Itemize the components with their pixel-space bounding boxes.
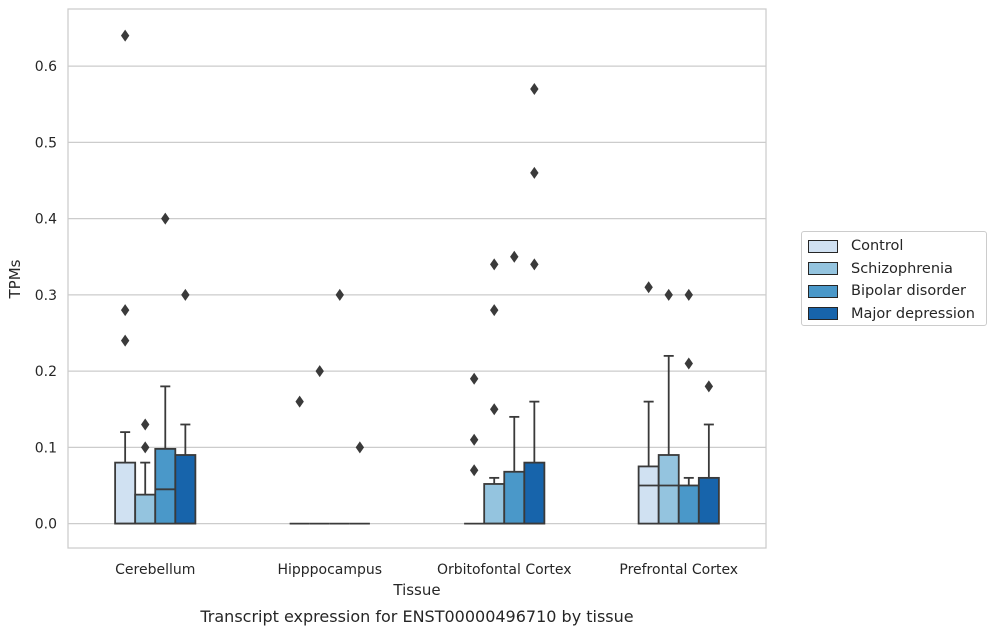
x-tick-label: Orbitofontal Cortex xyxy=(437,562,572,578)
box-group xyxy=(637,281,660,525)
outlier-point xyxy=(684,288,693,301)
box xyxy=(154,447,177,525)
y-tick-label: 0.5 xyxy=(35,135,57,151)
y-tick-label: 0.3 xyxy=(35,288,57,304)
outlier-point xyxy=(355,441,365,454)
y-tick-label: 0.0 xyxy=(35,517,57,533)
outlier-point xyxy=(530,83,539,96)
legend-item: Schizophrenia xyxy=(808,258,986,281)
outlier-point xyxy=(141,441,150,454)
outlier-point xyxy=(120,304,130,317)
legend-swatch-schizophrenia xyxy=(808,262,838,276)
box xyxy=(174,454,197,525)
y-tick-label: 0.2 xyxy=(35,364,57,380)
box xyxy=(523,461,546,525)
box-group xyxy=(483,258,506,525)
legend-label: Control xyxy=(851,238,904,255)
box xyxy=(134,493,157,525)
outlier-point xyxy=(530,258,539,271)
outlier-point xyxy=(181,288,190,301)
outlier-point xyxy=(161,212,170,225)
x-axis-label: Tissue xyxy=(392,581,440,599)
outlier-point xyxy=(469,372,479,385)
box xyxy=(697,476,720,525)
box-group xyxy=(114,29,137,525)
x-axis-ticks: Cerebellum Hipppocampus Orbitofontal Corte… xyxy=(115,562,738,578)
legend-item: Bipolar disorder xyxy=(808,280,986,303)
y-tick-label: 0.6 xyxy=(35,59,57,75)
outlier-point xyxy=(141,418,150,431)
box-group xyxy=(464,372,485,525)
box-group xyxy=(523,83,546,525)
box-group xyxy=(349,441,370,525)
outlier-point xyxy=(530,166,539,179)
box-group xyxy=(657,288,680,525)
legend-swatch-control xyxy=(808,239,838,253)
legend: Control Schizophrenia Bipolar disorder M… xyxy=(801,231,987,326)
box xyxy=(657,454,680,525)
outlier-point xyxy=(490,258,499,271)
outlier-point xyxy=(704,380,714,393)
legend-swatch-bipolar-disorder xyxy=(808,284,838,298)
box-group xyxy=(134,418,157,525)
box-group xyxy=(503,250,526,525)
legend-label: Schizophrenia xyxy=(851,260,953,277)
legend-item: Major depression xyxy=(808,303,986,326)
y-axis-label: TPMs xyxy=(6,259,24,299)
outlier-point xyxy=(510,250,519,263)
box xyxy=(503,470,526,525)
box xyxy=(114,461,137,525)
y-tick-label: 0.4 xyxy=(35,212,57,228)
box-group xyxy=(289,395,310,525)
outlier-point xyxy=(490,403,499,416)
box-group xyxy=(677,288,700,525)
y-axis-ticks: 0.0 0.1 0.2 0.3 0.4 0.5 0.6 xyxy=(35,59,57,532)
outlier-point xyxy=(664,288,673,301)
box-group xyxy=(174,288,197,525)
boxes xyxy=(114,29,720,525)
box xyxy=(677,484,700,525)
box xyxy=(637,465,660,525)
legend-swatch-major-depression xyxy=(808,307,838,321)
box-group xyxy=(697,380,720,525)
box-group xyxy=(329,288,350,525)
outlier-point xyxy=(490,304,499,317)
legend-item: Control xyxy=(808,235,986,258)
outlier-point xyxy=(315,365,324,378)
outlier-point xyxy=(120,29,130,42)
legend-label: Major depression xyxy=(851,305,975,322)
x-tick-label: Hipppocampus xyxy=(277,562,382,578)
outlier-point xyxy=(644,281,653,294)
outlier-point xyxy=(684,357,693,370)
outlier-point xyxy=(469,433,479,446)
chart-title: Transcript expression for ENST0000049671… xyxy=(199,607,633,626)
outlier-point xyxy=(120,334,130,347)
plot-frame xyxy=(67,8,767,549)
legend-label: Bipolar disorder xyxy=(851,283,966,300)
outlier-point xyxy=(295,395,304,408)
y-tick-label: 0.1 xyxy=(35,440,57,456)
box xyxy=(483,483,506,525)
x-tick-label: Cerebellum xyxy=(115,562,195,578)
box-group xyxy=(154,212,177,525)
x-tick-label: Prefrontal Cortex xyxy=(619,562,738,578)
outlier-point xyxy=(335,288,344,301)
box-group xyxy=(309,365,330,525)
outlier-point xyxy=(469,464,479,477)
